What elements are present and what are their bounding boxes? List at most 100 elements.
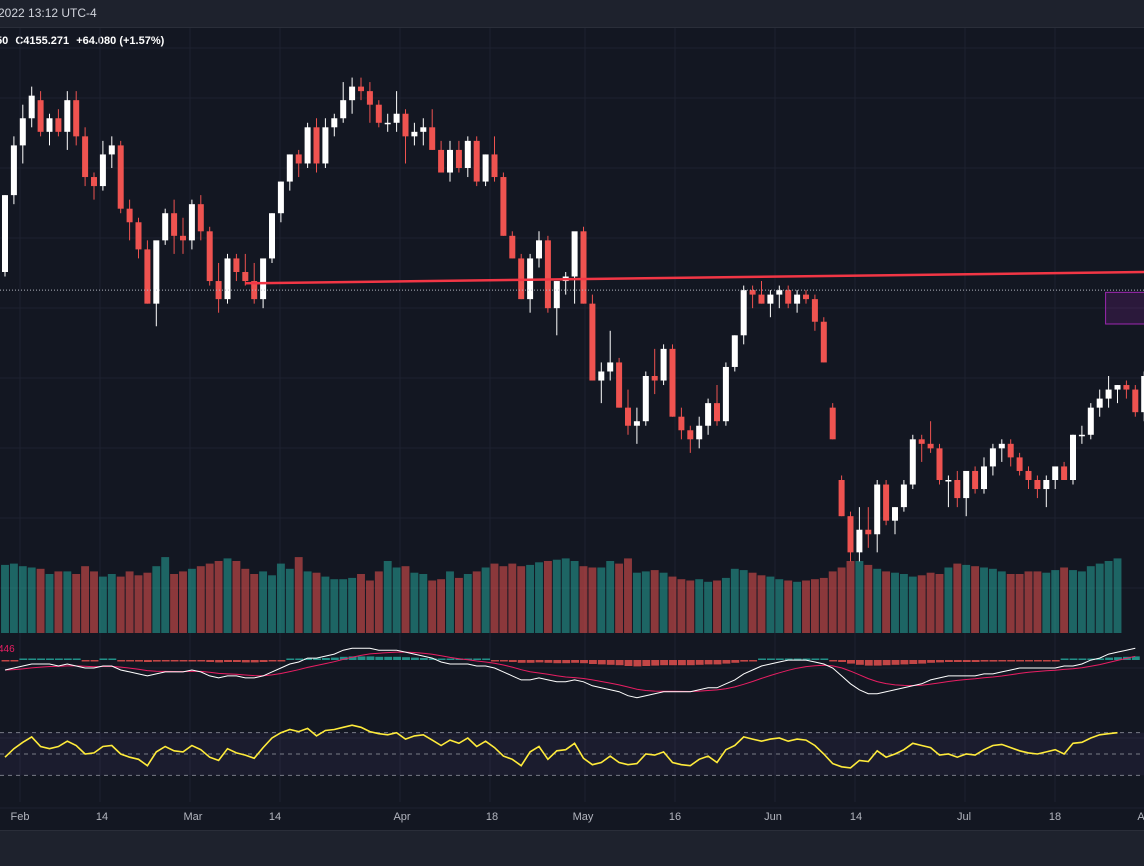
- volume-bar: [971, 566, 980, 633]
- volume-bar: [1006, 574, 1015, 633]
- macd-histogram-bar: [90, 660, 99, 662]
- volume-bar: [962, 564, 971, 633]
- volume-bar: [161, 557, 170, 633]
- macd-histogram-bar: [722, 660, 731, 664]
- macd-histogram-bar: [526, 660, 535, 663]
- macd-histogram-bar: [989, 660, 998, 662]
- volume-bar: [588, 567, 597, 633]
- macd-histogram-bar: [606, 660, 615, 665]
- volume-bar: [882, 571, 891, 633]
- macd-histogram-bar: [384, 656, 393, 660]
- candle-body: [482, 154, 489, 182]
- volume-bar: [1015, 574, 1024, 633]
- macd-histogram-bar: [197, 660, 206, 662]
- candle-body: [1132, 389, 1139, 413]
- candle-body: [28, 95, 35, 119]
- chart-datetime: 2022 13:12 UTC-4: [0, 6, 97, 20]
- candle-body: [473, 140, 480, 182]
- candle-body: [509, 235, 516, 259]
- volume-bar: [704, 581, 713, 633]
- candle-body: [722, 366, 729, 422]
- volume-bar: [775, 579, 784, 633]
- volume-bar: [268, 575, 276, 633]
- macd-histogram-bar: [1096, 658, 1105, 660]
- macd-histogram-bar: [633, 660, 642, 667]
- candle-body: [144, 249, 151, 304]
- candle-body: [989, 448, 996, 467]
- candle-body: [678, 416, 685, 431]
- macd-histogram-bar: [54, 658, 63, 660]
- macd-histogram-bar: [473, 658, 482, 660]
- volume-bar: [552, 559, 561, 633]
- macd-histogram-bar: [117, 660, 126, 662]
- candle-body: [865, 529, 872, 535]
- volume-bar: [659, 572, 668, 633]
- highlight-box[interactable]: [1105, 291, 1144, 325]
- candle-body: [295, 154, 302, 164]
- macd-histogram-bar: [46, 658, 54, 660]
- macd-histogram-bar: [410, 657, 419, 660]
- macd-histogram-bar: [704, 660, 713, 665]
- macd-histogram-bar: [143, 660, 152, 662]
- macd-histogram-bar: [28, 658, 37, 660]
- macd-histogram-bar: [811, 658, 820, 660]
- volume-bar: [410, 572, 419, 633]
- volume-bar: [606, 561, 615, 633]
- macd-histogram-bar: [677, 660, 686, 666]
- x-tick-label: Jun: [764, 811, 782, 823]
- volume-bar: [1095, 563, 1104, 633]
- candle-body: [260, 258, 267, 300]
- macd-histogram-bar: [152, 660, 161, 662]
- volume-bar: [748, 572, 757, 633]
- volume-bar: [784, 580, 793, 633]
- volume-bar: [793, 581, 802, 633]
- candle-body: [776, 290, 783, 295]
- volume-bar: [579, 566, 588, 633]
- candle-body: [411, 131, 418, 137]
- price-legend: 50 C4155.271 +64.080 (+1.57%): [0, 35, 164, 47]
- volume-bar: [1077, 571, 1086, 633]
- macd-histogram-bar: [544, 660, 553, 663]
- grid: [0, 28, 1144, 809]
- candle-body: [892, 507, 898, 521]
- volume-bar: [294, 557, 303, 633]
- macd-histogram-bar: [464, 658, 473, 660]
- macd-histogram-bar: [829, 660, 838, 662]
- macd-histogram-bar: [927, 660, 936, 663]
- macd-histogram-bar: [224, 660, 232, 662]
- volume-bar: [259, 571, 268, 633]
- candle-body: [180, 235, 186, 241]
- candle-body: [1007, 443, 1014, 458]
- macd-histogram-bar: [793, 658, 802, 660]
- candle-body: [900, 484, 907, 508]
- candle-body: [349, 86, 356, 101]
- volume-bar: [1024, 571, 1033, 633]
- trendline[interactable]: [245, 270, 1144, 285]
- volume-series: [1, 557, 1122, 633]
- macd-signal-line: [4, 651, 1136, 693]
- volume-bar: [908, 576, 917, 633]
- candle-body: [714, 403, 720, 422]
- candle-body: [188, 204, 195, 241]
- volume-bar: [802, 580, 810, 633]
- macd-histogram-bar: [660, 660, 669, 666]
- candle-body: [91, 177, 97, 187]
- candle-body: [544, 240, 551, 309]
- macd-histogram-bar: [402, 657, 410, 660]
- volume-bar: [739, 570, 748, 633]
- macd-histogram-bar: [758, 658, 766, 660]
- volume-bar: [917, 575, 926, 633]
- chart-canvas[interactable]: 446 Feb 14 Mar 14 Apr 18 May 16 Jun 14 Jul 18 A: [0, 28, 1144, 830]
- volume-bar: [526, 564, 535, 633]
- macd-histogram-bar: [1060, 658, 1069, 660]
- candle-body: [322, 127, 329, 164]
- rsi-pane: [0, 724, 1144, 776]
- macd-pane: 446: [0, 644, 1140, 699]
- macd-histogram-bar: [393, 656, 402, 660]
- candle-body: [829, 407, 836, 440]
- candle-body: [936, 448, 943, 480]
- volume-bar: [81, 566, 90, 633]
- volume-bar: [90, 571, 98, 633]
- volume-bar: [107, 574, 116, 633]
- volume-bar: [632, 572, 641, 633]
